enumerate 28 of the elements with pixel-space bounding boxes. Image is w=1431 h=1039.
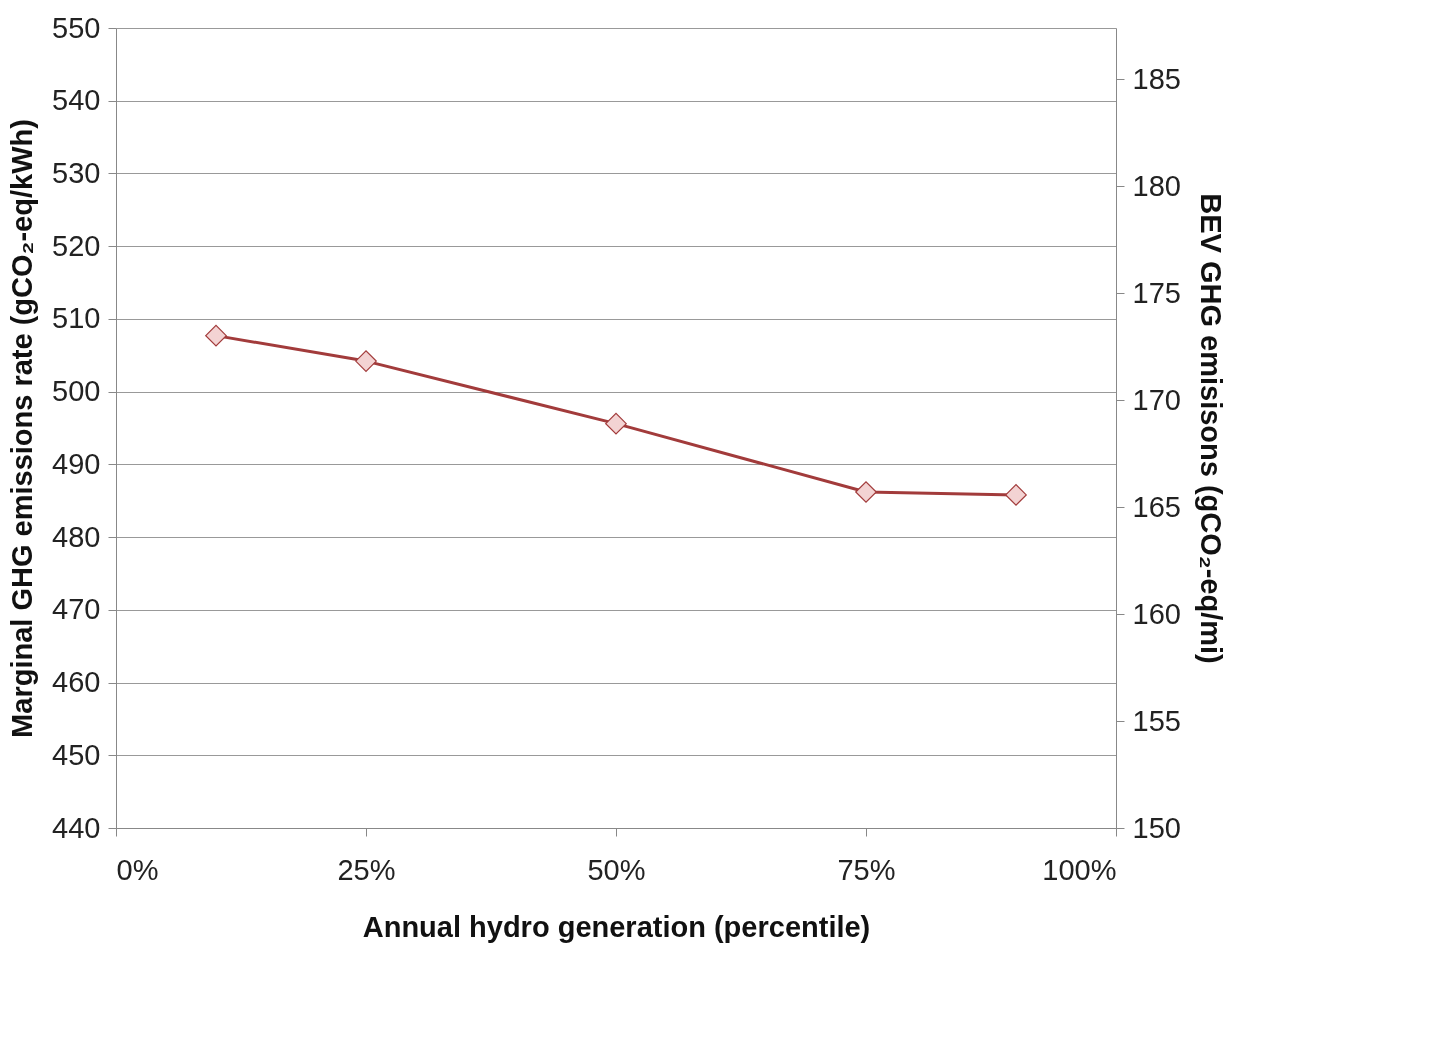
y2-tick-label: 165 — [1132, 490, 1181, 523]
x-tick-label: 0% — [116, 853, 159, 886]
y2-tick-label: 160 — [1132, 597, 1181, 630]
y2-tick-label: 175 — [1132, 276, 1181, 309]
x-tick-label: 25% — [337, 853, 396, 886]
x-tick-label: 75% — [837, 853, 896, 886]
y-tick-label: 530 — [52, 156, 101, 189]
x-axis-title: Annual hydro generation (percentile) — [362, 910, 871, 943]
y-tick-label: 510 — [52, 302, 101, 335]
y-tick-label: 500 — [52, 375, 101, 408]
y-tick-label: 540 — [52, 84, 101, 117]
y2-tick-label: 170 — [1132, 383, 1181, 416]
y2-tick-label: 185 — [1132, 62, 1181, 95]
y-tick-label: 480 — [52, 520, 101, 553]
y2-axis-title: BEV GHG emisisons (gCO₂-eq/mi) — [1194, 193, 1227, 664]
y2-tick-label: 150 — [1132, 811, 1181, 844]
y-tick-label: 450 — [52, 738, 101, 771]
y-tick-label: 460 — [52, 666, 101, 699]
y-axis-title: Marginal GHG emissions rate (gCO₂-eq/kWh) — [6, 119, 39, 738]
y2-tick-label: 180 — [1132, 169, 1181, 202]
y-tick-label: 520 — [52, 229, 101, 262]
x-tick-label: 50% — [587, 853, 646, 886]
y-tick-label: 440 — [52, 811, 101, 844]
y2-tick-label: 155 — [1132, 704, 1181, 737]
y-tick-label: 470 — [52, 593, 101, 626]
y-tick-label: 550 — [52, 11, 101, 44]
x-tick-label: 100% — [1042, 853, 1117, 886]
y-tick-label: 490 — [52, 447, 101, 480]
